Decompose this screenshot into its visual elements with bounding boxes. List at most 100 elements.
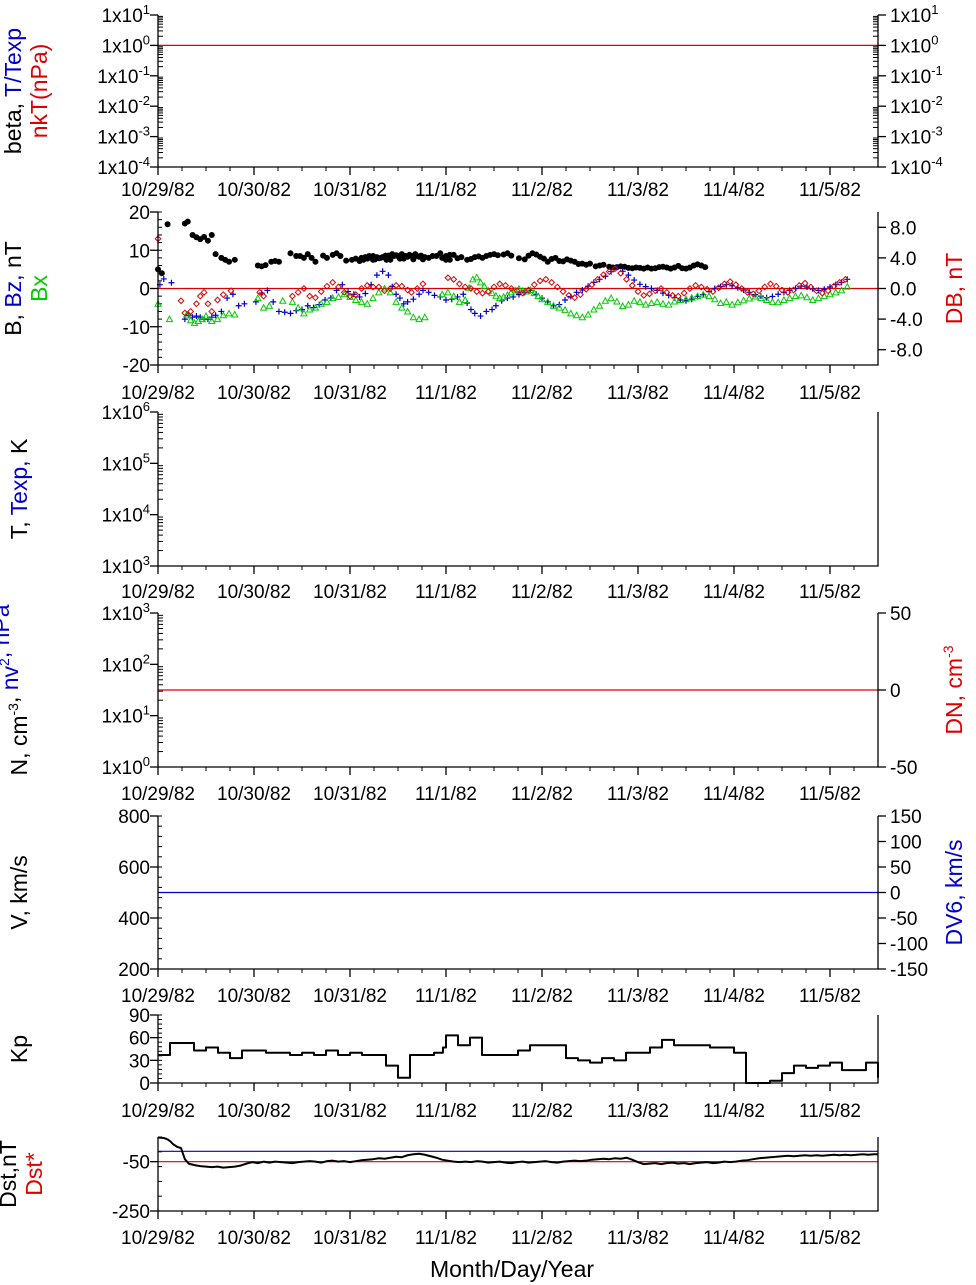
imf-point-db — [692, 281, 700, 289]
imf-point-bx — [739, 296, 748, 304]
imf-point-bz — [356, 293, 363, 300]
imf-point-bx — [624, 300, 633, 308]
imf-point-db — [830, 282, 838, 290]
imf-point-bx — [578, 313, 587, 321]
beta-right-tick-label: 1x101 — [890, 2, 938, 27]
density-right-tick-label: 0 — [890, 681, 901, 702]
speed-right-tick-label: -100 — [890, 935, 928, 956]
imf-point-db — [542, 275, 550, 283]
beta-x-tick-label: 10/29/82 — [121, 180, 195, 201]
imf-point-db — [766, 280, 774, 288]
imf-point-bz — [631, 277, 638, 284]
imf-point-bx — [449, 292, 458, 300]
imf-point-bx — [207, 316, 216, 325]
temperature-x-tick-label: 10/30/82 — [217, 582, 291, 603]
imf-point-b — [287, 250, 294, 257]
imf-point-bz — [160, 275, 167, 282]
imf-y-label: B, Bz, nT — [0, 241, 26, 336]
imf-point-b — [337, 252, 344, 259]
beta-right-tick-label: 1x100 — [890, 32, 938, 57]
imf-point-db — [346, 292, 354, 300]
imf-point-bx — [757, 294, 765, 302]
imf-point-b — [587, 260, 593, 267]
imf-point-db — [582, 285, 590, 293]
imf-point-bx — [572, 311, 581, 319]
dst-x-tick-label: 11/2/82 — [511, 1228, 573, 1249]
imf-point-db — [749, 290, 757, 298]
imf-point-db — [807, 283, 815, 291]
density-x-tick-label: 11/4/82 — [703, 784, 765, 805]
beta-x-tick-label: 11/3/82 — [607, 180, 669, 201]
imf-point-db — [177, 297, 185, 305]
imf-point-db — [181, 309, 189, 317]
speed-right-tick-label: -50 — [890, 909, 917, 930]
imf-point-b — [201, 233, 208, 240]
imf-point-bx — [733, 298, 742, 306]
imf-point-bx — [323, 297, 331, 305]
imf-point-db — [467, 284, 475, 293]
imf-point-bx — [716, 298, 725, 307]
beta-y-label: beta, T/Texp — [0, 28, 26, 154]
temperature-tick-label: 1x104 — [102, 502, 150, 527]
beta-right-tick-label: 1x10-1 — [890, 63, 943, 88]
imf-point-bx — [636, 297, 644, 305]
beta-x-tick-label: 11/1/82 — [415, 180, 477, 201]
imf-point-bz — [636, 281, 643, 288]
imf-point-b — [393, 252, 400, 259]
dst-tick-label: -250 — [112, 1202, 150, 1223]
density-right-tick-label: -50 — [890, 758, 917, 779]
beta-tick-label: 1x10-4 — [97, 154, 150, 179]
density-right-tick-label: 50 — [890, 604, 911, 625]
imf-point-bx — [607, 294, 615, 302]
imf-point-db — [738, 284, 746, 293]
speed-x-tick-label: 11/5/82 — [799, 986, 861, 1007]
imf-point-b — [421, 254, 428, 261]
imf-point-bx — [641, 300, 650, 308]
imf-point-bx — [363, 299, 372, 307]
imf-point-bz — [596, 276, 603, 283]
imf-point-bx — [530, 289, 539, 297]
imf-point-bx — [526, 285, 535, 294]
imf-point-db — [605, 268, 613, 276]
imf-point-db — [778, 286, 786, 294]
imf-point-b — [164, 221, 171, 228]
imf-point-bz — [235, 302, 242, 309]
imf-point-bx — [461, 295, 470, 303]
imf-point-db — [841, 275, 849, 283]
density-x-tick-label: 10/30/82 — [217, 784, 291, 805]
imf-point-b — [521, 256, 528, 263]
imf-point-bx — [403, 307, 412, 315]
imf-point-b — [410, 256, 417, 263]
imf-point-bx — [538, 295, 546, 303]
beta-tick-label: 1x100 — [102, 32, 150, 57]
beta-x-tick-label: 10/31/82 — [313, 180, 387, 201]
imf-point-db — [548, 278, 556, 286]
imf-point-bx — [664, 300, 673, 308]
kp-panel-frame — [157, 1015, 879, 1084]
imf-y-label-2: Bx — [26, 275, 52, 302]
density-x-tick-label: 11/3/82 — [607, 784, 669, 805]
imf-point-bx — [225, 309, 233, 317]
speed-right-label: DV6, km/s — [941, 839, 967, 945]
imf-point-b — [312, 258, 319, 265]
imf-point-bx — [659, 299, 667, 307]
speed-x-tick-label: 11/3/82 — [607, 986, 669, 1007]
imf-point-bz — [362, 290, 369, 297]
beta-tick-label: 1x10-2 — [97, 93, 150, 118]
imf-tick-label: 0 — [139, 280, 150, 301]
imf-point-bx — [300, 309, 308, 317]
density-tick-label: 1x102 — [102, 651, 150, 676]
imf-point-bz — [483, 308, 490, 315]
kp-tick-label: 90 — [129, 1006, 150, 1027]
imf-point-bx — [369, 294, 377, 302]
imf-point-bx — [421, 313, 429, 321]
beta-x-tick-label: 11/5/82 — [799, 180, 861, 201]
imf-point-bx — [165, 315, 174, 323]
imf-point-bx — [488, 289, 496, 297]
density-y-label: N, cm-3, nv2, nPa — [0, 604, 32, 775]
imf-point-bz — [443, 296, 449, 303]
imf-point-bx — [699, 290, 708, 298]
imf-point-bx — [745, 294, 754, 302]
temperature-tick-label: 1x106 — [102, 399, 150, 424]
dst-x-tick-label: 11/1/82 — [415, 1228, 477, 1249]
